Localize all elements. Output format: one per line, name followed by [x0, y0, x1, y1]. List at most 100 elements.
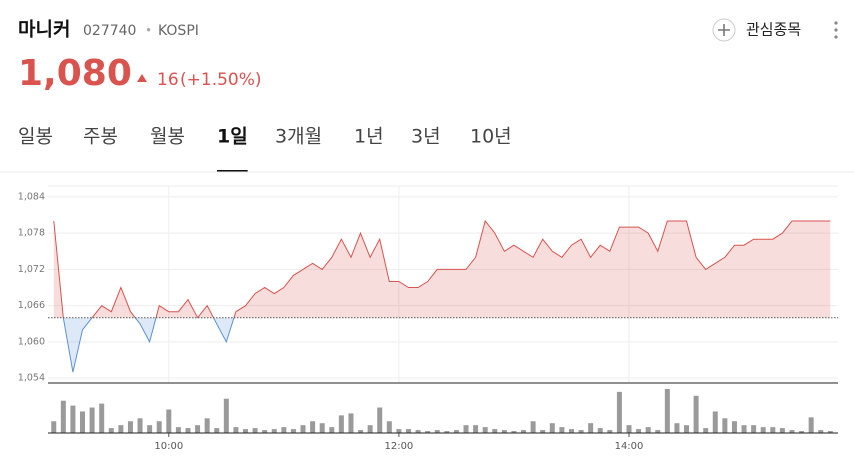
volume-bar [636, 429, 642, 433]
volume-bar [108, 428, 114, 433]
volume-bar [693, 395, 699, 433]
price-change: 16 [157, 70, 179, 90]
line-above [53, 219, 831, 318]
y-tick-label: 1,060 [18, 336, 45, 347]
volume-bar [377, 407, 383, 433]
volume-bar [223, 398, 229, 433]
volume-bar [751, 425, 757, 433]
volume-bar [396, 429, 402, 433]
volume-bar [60, 400, 66, 433]
watch-label: 관심종목 [746, 21, 801, 39]
y-tick-label: 1,054 [18, 373, 45, 384]
volume-bar [549, 423, 555, 433]
volume-bar [51, 421, 57, 433]
volume-bar [319, 423, 325, 433]
volume-bar [760, 427, 766, 433]
volume-bar [482, 427, 488, 433]
volume-bar [463, 425, 469, 433]
volume-bar [166, 409, 172, 433]
volume-bar [195, 425, 201, 433]
volume-bar [722, 418, 728, 433]
volume-bar [655, 430, 661, 433]
volume-bar [559, 427, 565, 433]
volume-bar [156, 421, 162, 433]
volume-bar [645, 427, 651, 433]
volume-bar [252, 428, 258, 433]
separator: • [145, 24, 152, 38]
volume-bar [684, 425, 690, 433]
volume-bar [578, 430, 584, 433]
volume-bar [626, 425, 632, 433]
volume-bar [492, 429, 498, 433]
volume-bar [425, 431, 431, 433]
volume-bar [779, 428, 785, 433]
tab[interactable]: 1일 [217, 126, 248, 148]
volume-bar [741, 425, 747, 433]
volume-bar [271, 429, 277, 433]
volume-bar [358, 430, 364, 433]
x-tick-label: 10:00 [154, 441, 183, 452]
volume-bar [262, 430, 268, 433]
tab[interactable]: 3개월 [275, 126, 322, 148]
volume-bar [703, 428, 709, 433]
volume-bar [664, 388, 670, 433]
volume-bar [80, 411, 86, 433]
volume-bar [204, 418, 210, 433]
tab[interactable]: 주봉 [83, 126, 118, 148]
volume-bar [712, 411, 718, 433]
y-tick-label: 1,072 [18, 264, 45, 275]
volume-bar [214, 428, 220, 433]
volume-bar [521, 430, 527, 433]
volume-bar [310, 421, 316, 433]
volume-bar [338, 415, 344, 433]
volume-bar [607, 430, 613, 433]
volume-bar [175, 427, 181, 433]
tab[interactable]: 일봉 [18, 126, 53, 148]
volume-bar [827, 431, 833, 433]
tab[interactable]: 10년 [470, 126, 512, 148]
volume-bar [770, 427, 776, 433]
volume-bar [530, 421, 536, 433]
volume-bar [243, 429, 248, 433]
price: 1,080 [18, 53, 132, 94]
volume-bar [233, 427, 239, 433]
tab[interactable]: 1년 [354, 126, 384, 148]
y-tick-label: 1,078 [18, 228, 45, 239]
volume-bar [501, 430, 507, 433]
volume-bar [597, 428, 603, 433]
watch-button[interactable]: 관심종목 [712, 18, 801, 42]
volume-bar [118, 425, 124, 433]
volume-bar [818, 430, 824, 433]
volume-bar [799, 431, 805, 433]
volume-bar [137, 418, 143, 433]
volume-bar [731, 421, 737, 433]
x-tick-label: 14:00 [615, 441, 644, 452]
volume-bar [348, 413, 354, 433]
more-menu[interactable] [834, 21, 838, 39]
tab[interactable]: 월봉 [150, 126, 185, 148]
volume-bar [789, 430, 795, 433]
volume-bar [473, 425, 479, 433]
volume-bar [616, 391, 622, 433]
y-tick-label: 1,066 [18, 300, 45, 311]
tabs: 일봉 주봉 월봉 1일 3개월 1년 3년 10년 [18, 126, 512, 172]
volume-bar [290, 429, 296, 433]
stock-name: 마니커 [18, 19, 70, 41]
volume-bar [329, 427, 335, 433]
volume-bar [70, 405, 76, 433]
chart: 1,084 1,078 1,072 1,066 1,060 1,054 10:00 12:00… [18, 185, 838, 452]
x-tick-label: 12:00 [384, 441, 413, 452]
volume-bar [405, 429, 411, 433]
tab[interactable]: 3년 [411, 126, 441, 148]
stock-code: 027740 [83, 23, 136, 39]
volume-bar [147, 425, 153, 433]
volume-bar [808, 417, 814, 433]
plus [718, 24, 730, 36]
volume-bar [300, 425, 306, 433]
volume-bar [540, 430, 546, 433]
volume-bar [99, 403, 105, 433]
volume-bar [386, 421, 392, 433]
volume-bar [674, 423, 680, 433]
area-above [53, 221, 831, 318]
